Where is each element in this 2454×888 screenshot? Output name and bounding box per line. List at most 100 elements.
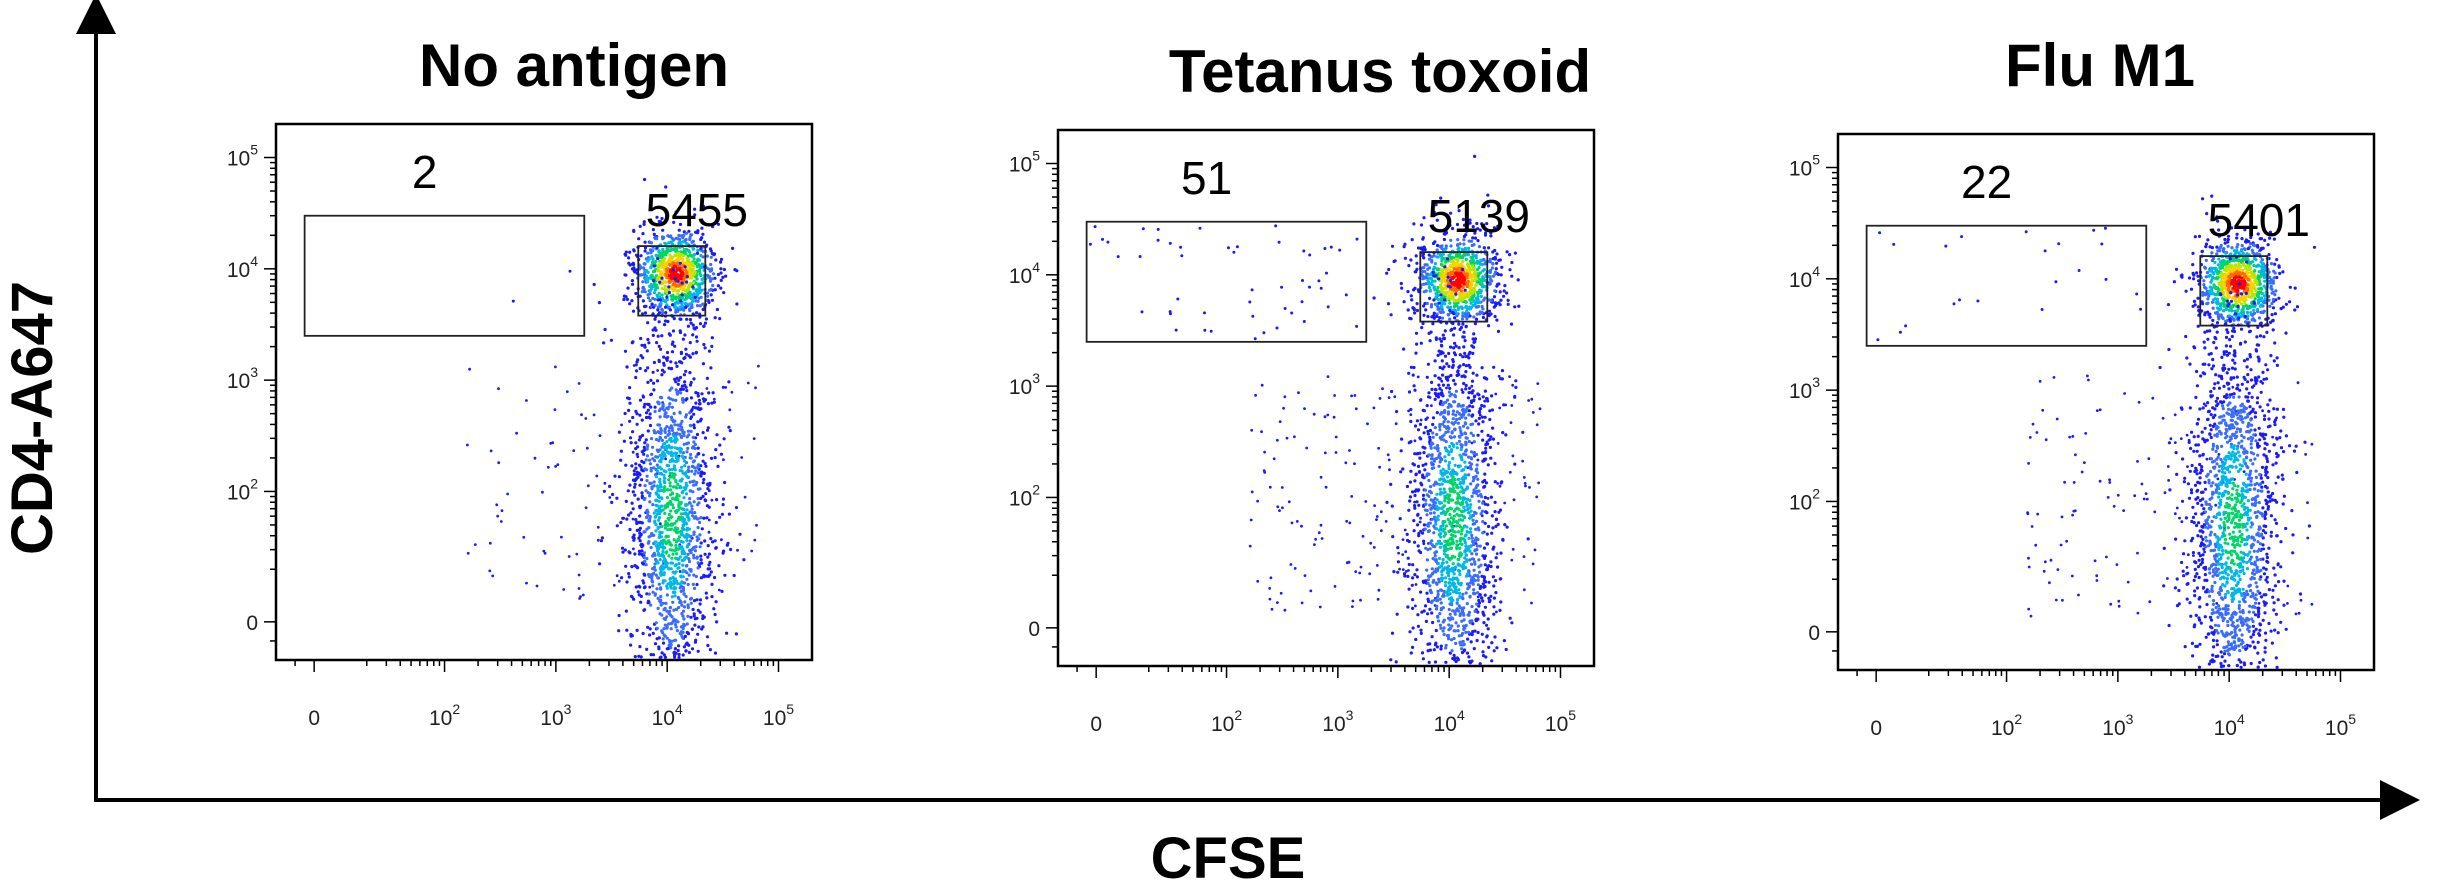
event-dot (1461, 311, 1465, 315)
event-dot (1372, 546, 1376, 549)
event-dot (1424, 462, 1428, 466)
event-dot (687, 518, 691, 522)
event-dot (1475, 312, 1479, 316)
event-dot (1461, 592, 1465, 596)
event-dot (584, 506, 588, 510)
event-dot (685, 508, 689, 512)
event-dot (613, 474, 617, 478)
event-dot (701, 302, 705, 306)
event-dot (1473, 560, 1477, 564)
event-dot (1494, 524, 1498, 529)
event-dot (1494, 392, 1498, 396)
event-dot (719, 271, 723, 275)
event-dot (630, 464, 634, 468)
event-dot (660, 496, 664, 501)
event-dot (1435, 582, 1439, 586)
event-dot (603, 481, 607, 485)
y-tick-label: 104 (227, 253, 258, 282)
event-dot (706, 267, 711, 271)
event-dot (1477, 245, 1482, 249)
event-dot (1419, 631, 1423, 636)
event-dot (1274, 224, 1278, 228)
event-dot (1498, 290, 1502, 294)
event-dot (1449, 404, 1453, 408)
event-dot (671, 552, 675, 556)
event-dot (710, 498, 714, 502)
event-dot (628, 419, 632, 423)
event-dot (619, 458, 623, 462)
event-dot (710, 344, 714, 348)
event-dot (1419, 418, 1423, 422)
event-dot (1414, 637, 1418, 642)
event-dot (1469, 640, 1473, 644)
event-dot (1348, 521, 1352, 525)
event-dot (1406, 290, 1410, 294)
event-dot (466, 443, 469, 447)
event-dot (1459, 443, 1463, 447)
event-dot (724, 274, 728, 278)
event-dot (680, 384, 685, 388)
event-dot (707, 518, 711, 522)
event-dot (660, 530, 664, 535)
event-dot (1276, 505, 1280, 509)
event-dot (682, 605, 687, 609)
event-dot (1496, 482, 1500, 485)
event-dot (1511, 547, 1515, 551)
event-dot (1471, 522, 1475, 526)
event-dot (1501, 537, 1505, 542)
event-dot (649, 392, 654, 396)
event-dot (664, 435, 668, 439)
event-dot (684, 301, 688, 305)
event-dot (1438, 597, 1442, 601)
event-dot (673, 638, 677, 642)
event-dot (1456, 404, 1460, 408)
event-dot (646, 380, 650, 384)
event-dot (647, 600, 651, 604)
event-dot (1448, 285, 1452, 289)
event-dot (1477, 410, 1482, 415)
event-dot (706, 402, 711, 406)
event-dot (1471, 539, 1475, 544)
event-dot (1526, 537, 1530, 541)
event-dot (1505, 525, 1509, 529)
event-dot (710, 298, 715, 302)
event-dot (1447, 426, 1451, 430)
event-dot (1427, 253, 1431, 257)
event-dot (1471, 630, 1475, 634)
event-dot (681, 570, 685, 574)
event-dot (677, 233, 681, 238)
event-dot (663, 284, 667, 288)
event-dot (1469, 503, 1473, 507)
event-dot (717, 564, 721, 568)
event-dot (668, 481, 672, 485)
event-dot (1308, 285, 1311, 289)
event-dot (1431, 422, 1435, 427)
gate-undivided-count: 5455 (646, 184, 748, 236)
event-dot (725, 543, 729, 547)
event-dot (1387, 267, 1391, 272)
event-dot (699, 470, 703, 475)
event-dot (1483, 296, 1487, 300)
event-dot (1180, 254, 1184, 258)
event-dot (1395, 410, 1399, 414)
event-dot (628, 551, 632, 555)
event-dot (674, 295, 678, 299)
event-dot (682, 233, 686, 237)
event-dot (1415, 568, 1419, 572)
event-dot (668, 333, 672, 337)
event-dot (649, 378, 653, 382)
event-dot (1413, 286, 1417, 290)
event-dot (1457, 588, 1461, 592)
event-dot (1415, 500, 1419, 504)
event-dot (1443, 265, 1447, 269)
event-dot (1468, 619, 1472, 623)
event-dot (1437, 301, 1441, 305)
event-dot (1428, 503, 1432, 507)
event-dot (631, 415, 635, 420)
event-dot (1408, 495, 1413, 499)
event-dot (1368, 572, 1372, 576)
event-dot (1387, 458, 1391, 462)
event-dot (715, 307, 720, 312)
event-dot (1453, 656, 1457, 660)
event-dot (1440, 344, 1444, 348)
